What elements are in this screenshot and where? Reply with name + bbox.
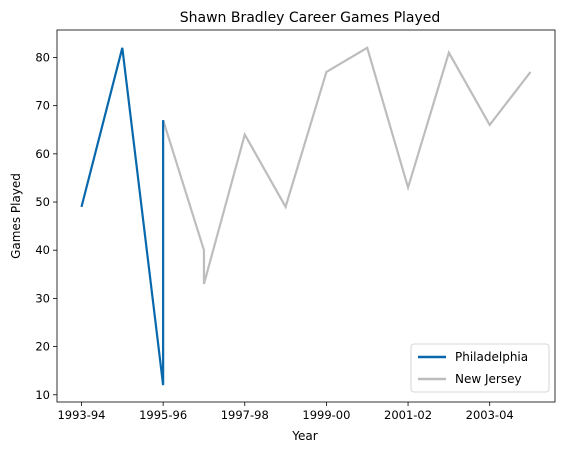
y-tick-label: 50 <box>35 195 50 209</box>
series-line-philadelphia <box>80 47 165 386</box>
x-tick-label: 2003-04 <box>466 408 514 422</box>
x-tick-label: 1995-96 <box>139 408 187 422</box>
legend-label-new-jersey: New Jersey <box>455 372 522 386</box>
x-axis-ticks: 1993-94 1995-96 1997-98 1999-00 2001-02 2003-… <box>57 402 514 422</box>
y-tick-label: 70 <box>35 99 50 113</box>
y-tick-label: 20 <box>35 340 50 354</box>
y-tick-label: 60 <box>35 147 50 161</box>
y-tick-label: 30 <box>35 291 50 305</box>
chart-title: Shawn Bradley Career Games Played <box>180 10 441 26</box>
y-tick-label: 40 <box>35 243 50 257</box>
x-tick-label: 1997-98 <box>221 408 269 422</box>
series-layer <box>80 46 532 386</box>
x-tick-label: 1993-94 <box>57 408 105 422</box>
y-tick-label: 10 <box>35 388 50 402</box>
x-axis-label: Year <box>291 429 317 443</box>
series-line-new-jersey <box>162 46 532 285</box>
x-tick-label: 1999-00 <box>302 408 350 422</box>
legend: Philadelphia New Jersey <box>410 343 550 393</box>
y-axis-label: Games Played <box>9 173 23 259</box>
y-axis-ticks: 10 20 30 40 50 60 70 80 <box>35 50 57 402</box>
y-tick-label: 80 <box>35 50 50 64</box>
plot-frame <box>56 29 556 403</box>
x-tick-label: 2001-02 <box>384 408 432 422</box>
legend-label-philadelphia: Philadelphia <box>455 350 528 364</box>
